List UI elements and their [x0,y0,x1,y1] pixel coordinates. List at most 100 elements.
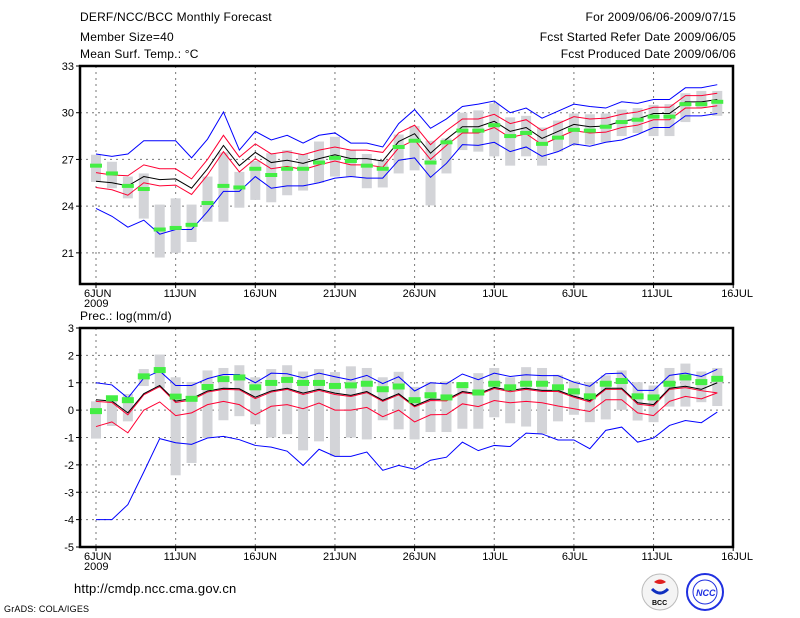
ensemble-range-bar [696,90,707,109]
mean-marker [424,160,437,165]
mean-marker [121,183,134,188]
mean-marker [265,173,278,177]
ensemble-range-bar [537,127,548,166]
ensemble-range-bar [314,369,325,442]
lower-outer-line [95,112,718,235]
upper-outer-line [95,368,718,399]
mean-marker [185,395,198,402]
y-tick-label: 3 [68,323,74,335]
mean-marker [392,383,405,390]
mean-marker [137,373,150,380]
ensemble-range-bar [106,398,117,427]
member-size: Member Size=40 [80,30,174,44]
mean-marker [297,166,310,171]
plot-frame [78,326,735,549]
mean-marker [456,382,469,389]
mean-marker [217,376,230,383]
ensemble-range-bar [282,150,293,196]
mean-marker [551,135,564,140]
ncc-logo: NCC [686,573,724,611]
y-tick-label: 33 [62,61,74,73]
ensemble-range-bar [377,160,388,188]
ensemble-range-bar [202,176,213,222]
svg-text:BCC: BCC [652,600,667,607]
ensemble-range-bar [441,138,452,174]
mean-marker [265,379,278,386]
y-tick-label: 0 [68,405,74,417]
x-tick-label: 6JUN [84,288,112,300]
upper-inner-line [95,385,718,416]
mean-marker [328,155,341,160]
ensemble-range-bar [648,104,659,137]
bcc-logo: BCC [641,573,679,611]
mean-marker [583,128,596,133]
ensemble-range-bar [409,386,420,440]
x-tick-label: 6JUN [84,551,112,563]
ensemble-range-bar [600,375,611,420]
lower-inner-line [95,392,718,434]
ensemble-range-bar [234,365,245,417]
svg-text:NCC: NCC [696,588,716,598]
y-tick-label: -4 [64,515,74,527]
ensemble-range-bar [632,382,643,421]
ensemble-range-bar [170,377,181,476]
url-link[interactable]: http://cmdp.ncc.cma.gov.cn [74,581,237,596]
mean-marker [376,386,389,393]
mean-marker [711,99,724,104]
ensemble-range-bar [266,369,277,438]
ensemble-range-bar [361,153,372,189]
mean-marker [90,408,102,415]
y-tick-label: -5 [64,542,74,554]
ensemble-range-bar [298,153,309,191]
ensemble-range-bar [122,393,133,422]
mean-marker [488,380,501,387]
ensemble-range-bar [425,140,436,206]
precip-chart: 6JUN 11JUN 16JUN 21JUN 26JUN 1JUL 6JUL 11JUL 16J… [64,323,753,573]
logos: BCC NCC [641,573,724,611]
grads-credit: GrADS: COLA/IGES [4,604,90,614]
x-tick-label: 11JUL [642,288,673,300]
x-tick-label: 1JUL [482,288,508,300]
temperature-chart: 6JUN 11JUN 16JUN 21JUN 26JUN 1JUL 6JUL 11JUL 16J… [62,61,753,310]
mean-marker [297,379,310,386]
x-year-label: 2009 [84,561,108,573]
ensemble-range-bar [521,115,532,157]
mean-marker [647,394,660,401]
figure-title: DERF/NCC/BCC Monthly Forecast [80,10,272,24]
upper-inner-line [95,92,718,180]
ensemble-range-bar [616,370,627,410]
y-tick-label: -1 [64,433,74,445]
mean-marker [456,128,469,133]
upper-outer-line [95,84,718,159]
start-date: Fcst Started Refer Date 2009/06/05 [539,30,736,44]
ensemble-range-bar [664,367,675,407]
ensemble-range-bar [712,367,723,407]
mean-marker [440,140,453,145]
mean-marker [217,183,230,188]
x-tick-label: 1JUL [482,551,508,563]
ensemble-range-bar [505,117,516,166]
ensemble-range-bar [568,380,579,415]
mean-marker [313,379,326,386]
x-tick-label: 6JUL [562,551,588,563]
mean-marker [121,397,134,404]
mean-marker [695,102,708,107]
ensemble-range-bar [91,401,101,439]
forecast-period: For 2009/06/06-2009/07/15 [585,10,736,24]
mean-marker [281,376,294,383]
ensemble-range-bar [345,366,356,438]
mean-marker [153,367,166,374]
y-tick-label: 27 [62,154,74,166]
mean-marker [90,163,102,168]
y-tick-label: 24 [62,201,74,213]
mean-marker [424,392,437,399]
mean-marker [647,114,660,119]
ensemble-range-bar [170,198,181,253]
mean-marker [663,114,676,119]
x-tick-label: 11JUN [164,551,197,563]
ensemble-range-bar [489,367,500,418]
ensemble-range-bar [282,365,293,435]
x-tick-label: 11JUN [164,288,197,300]
mean-marker [504,134,517,139]
x-tick-label: 21JUN [323,288,357,300]
